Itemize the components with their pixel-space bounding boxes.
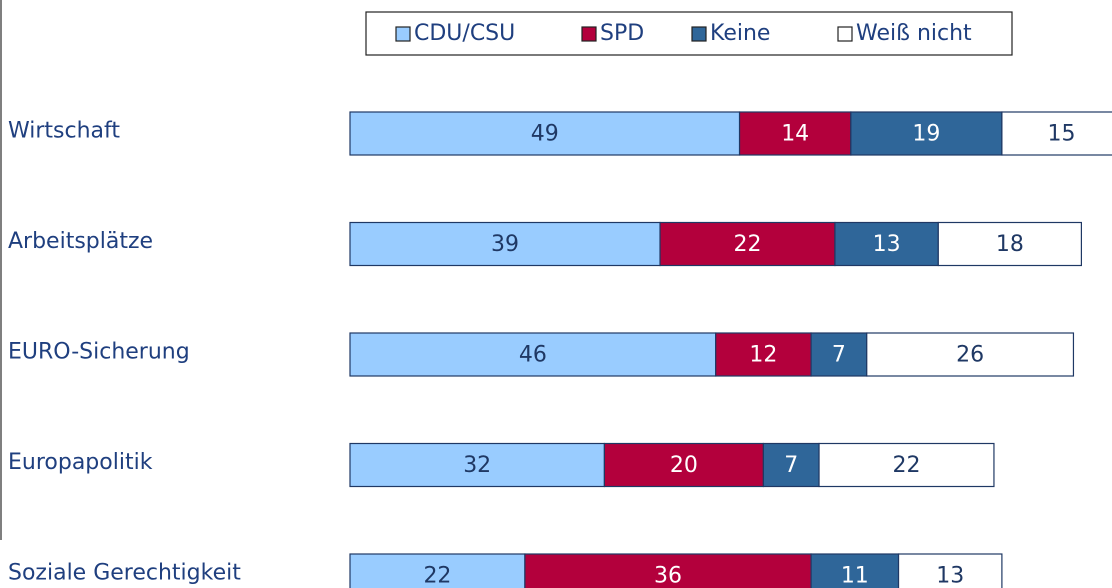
legend-swatch: [581, 26, 597, 42]
bar-segment: [349, 221, 661, 267]
legend-swatch: [691, 26, 707, 42]
category-label: Soziale Gerechtigkeit: [8, 561, 241, 586]
value-label: 19: [912, 122, 940, 147]
bar-segment: [1001, 111, 1112, 156]
category-label: Wirtschaft: [8, 119, 120, 144]
bar-segment: [818, 442, 995, 488]
legend-label: SPD: [600, 21, 644, 46]
value-label: 36: [654, 564, 682, 588]
value-label: 7: [784, 453, 798, 478]
bar-segment: [524, 553, 812, 588]
bar-segment: [762, 442, 820, 488]
value-label: 20: [670, 453, 698, 478]
legend-label: CDU/CSU: [414, 21, 515, 46]
category-label: EURO-Sicherung: [8, 340, 190, 365]
value-label: 32: [463, 453, 491, 478]
bar-segment: [937, 221, 1082, 267]
bar-segment: [349, 111, 741, 156]
value-label: 26: [956, 343, 984, 368]
category-label: Arbeitsplätze: [8, 229, 153, 254]
value-label: 22: [893, 453, 921, 478]
legend-swatch: [837, 26, 853, 42]
value-label: 12: [749, 343, 777, 368]
value-label: 22: [734, 232, 762, 257]
bar-segment: [659, 221, 836, 267]
legend-label: Weiß nicht: [856, 21, 972, 46]
value-label: 7: [832, 343, 846, 368]
value-label: 49: [531, 122, 559, 147]
value-label: 46: [519, 343, 547, 368]
value-label: 39: [491, 232, 519, 257]
value-label: 18: [996, 232, 1024, 257]
value-label: 22: [423, 564, 451, 588]
bar-segment: [349, 332, 717, 377]
bar-segment: [810, 332, 868, 377]
value-label: 14: [781, 122, 809, 147]
legend-box: [365, 11, 1013, 56]
value-label: 13: [936, 564, 964, 588]
value-label: 13: [873, 232, 901, 257]
value-label: 15: [1048, 122, 1076, 147]
bar-segment: [866, 332, 1075, 377]
bar-segment: [897, 553, 1003, 588]
bar-segment: [810, 553, 900, 588]
category-label: Europapolitik: [8, 450, 153, 475]
bar-segment: [834, 221, 939, 267]
bar-segment: [738, 111, 852, 156]
bar-segment: [349, 442, 605, 488]
value-label: 11: [841, 564, 869, 588]
legend-label: Keine: [710, 21, 770, 46]
legend-swatch: [395, 26, 411, 42]
